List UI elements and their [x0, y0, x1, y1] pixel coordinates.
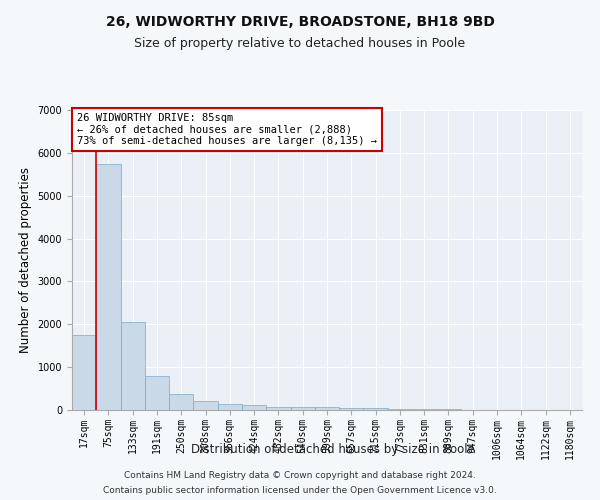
Bar: [121, 322, 145, 410]
Text: 26 WIDWORTHY DRIVE: 85sqm
← 26% of detached houses are smaller (2,888)
73% of se: 26 WIDWORTHY DRIVE: 85sqm ← 26% of detac…: [77, 113, 377, 146]
Bar: [339, 408, 364, 410]
Text: 26, WIDWORTHY DRIVE, BROADSTONE, BH18 9BD: 26, WIDWORTHY DRIVE, BROADSTONE, BH18 9B…: [106, 15, 494, 29]
Bar: [290, 408, 315, 410]
Bar: [145, 376, 169, 410]
Bar: [388, 408, 412, 410]
Bar: [242, 405, 266, 410]
Bar: [364, 408, 388, 410]
Bar: [169, 394, 193, 410]
Bar: [412, 409, 436, 410]
Bar: [218, 404, 242, 410]
Text: Contains public sector information licensed under the Open Government Licence v3: Contains public sector information licen…: [103, 486, 497, 495]
Text: Contains HM Land Registry data © Crown copyright and database right 2024.: Contains HM Land Registry data © Crown c…: [124, 471, 476, 480]
Y-axis label: Number of detached properties: Number of detached properties: [19, 167, 32, 353]
Bar: [96, 164, 121, 410]
Bar: [193, 400, 218, 410]
Bar: [72, 335, 96, 410]
Text: Size of property relative to detached houses in Poole: Size of property relative to detached ho…: [134, 38, 466, 51]
Bar: [266, 406, 290, 410]
Bar: [315, 406, 339, 410]
Text: Distribution of detached houses by size in Poole: Distribution of detached houses by size …: [191, 442, 475, 456]
